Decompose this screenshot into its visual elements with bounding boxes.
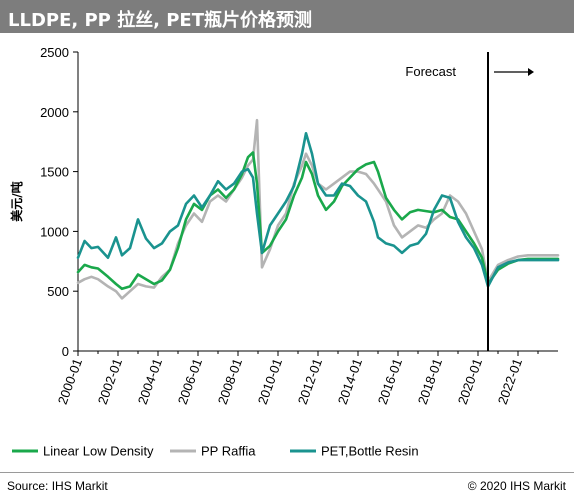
x-tick-label: 2010-01 bbox=[255, 356, 285, 406]
y-tick-label: 1500 bbox=[40, 165, 69, 180]
chart-axes: 0 500 1000 1500 2000 2500 2000-01 2002-01 2004-0… bbox=[9, 45, 558, 406]
y-tick-label: 2500 bbox=[40, 45, 69, 60]
forecast-arrow-head bbox=[528, 68, 534, 76]
y-tick-label: 0 bbox=[62, 344, 69, 359]
legend-label: PP Raffia bbox=[201, 444, 256, 459]
x-tick-label: 2012-01 bbox=[295, 356, 325, 406]
x-tick-label: 2014-01 bbox=[335, 356, 365, 406]
y-tick-label: 500 bbox=[47, 284, 69, 299]
forecast-annotation: Forecast bbox=[405, 52, 534, 351]
chart-legend: Linear Low Density PP Raffia PET,Bottle Re… bbox=[12, 444, 419, 459]
x-tick-label: 2022-01 bbox=[495, 356, 525, 406]
legend-label: Linear Low Density bbox=[43, 444, 154, 459]
legend-label: PET,Bottle Resin bbox=[321, 444, 419, 459]
source-note: Source: IHS Markit bbox=[7, 479, 108, 493]
forecast-label: Forecast bbox=[405, 64, 456, 79]
x-tick-label: 2000-01 bbox=[55, 356, 85, 406]
series-line bbox=[76, 151, 560, 291]
chart-title: LLDPE, PP 拉丝, PET瓶片价格预测 bbox=[8, 10, 312, 31]
footer-divider bbox=[0, 472, 574, 473]
chart-series-lines bbox=[76, 118, 560, 300]
x-tick-label: 2006-01 bbox=[175, 356, 205, 406]
x-tick-label: 2020-01 bbox=[455, 356, 485, 406]
x-tick-label: 2008-01 bbox=[215, 356, 245, 406]
y-axis-label: 美元/吨 bbox=[9, 181, 24, 221]
x-tick-label: 2004-01 bbox=[135, 356, 165, 406]
y-tick-label: 1000 bbox=[40, 224, 69, 239]
x-tick-label: 2018-01 bbox=[415, 356, 445, 406]
x-tick-label: 2002-01 bbox=[95, 356, 125, 406]
x-tick-label: 2016-01 bbox=[375, 356, 405, 406]
copyright-note: © 2020 IHS Markit bbox=[467, 479, 566, 493]
chart-title-bar: LLDPE, PP 拉丝, PET瓶片价格预测 bbox=[0, 0, 574, 33]
price-forecast-chart: 0 500 1000 1500 2000 2500 2000-01 2002-01 2004-0… bbox=[9, 45, 560, 459]
y-tick-label: 2000 bbox=[40, 105, 69, 120]
series-line bbox=[76, 132, 560, 288]
